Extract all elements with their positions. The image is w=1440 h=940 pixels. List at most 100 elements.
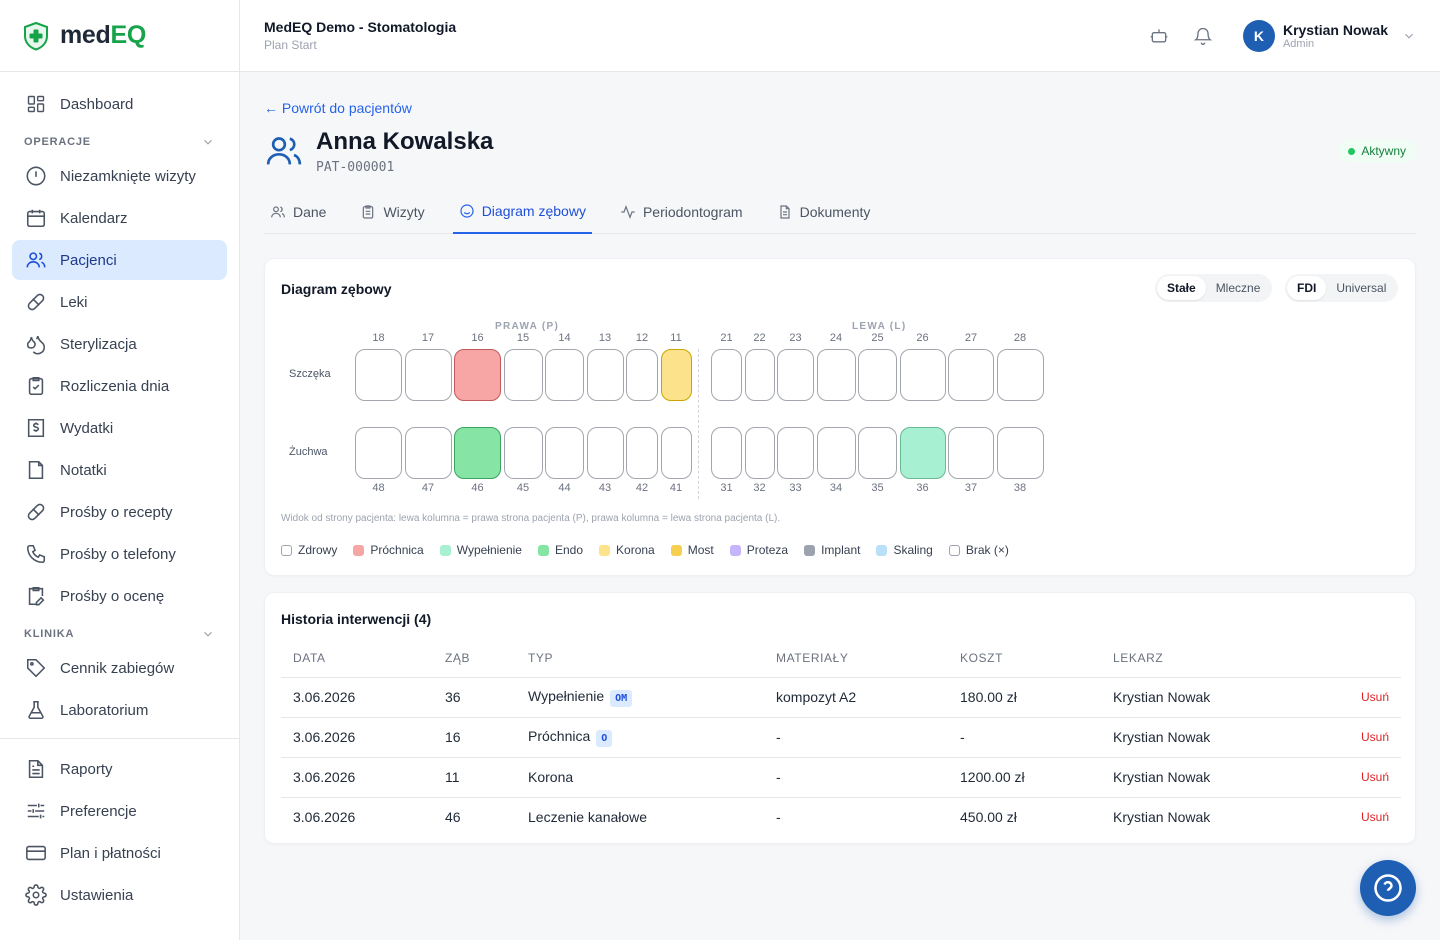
tab-wizyty[interactable]: Wizyty — [354, 190, 430, 234]
tooth-41[interactable] — [660, 427, 692, 479]
bell-icon[interactable] — [1185, 18, 1221, 54]
sidebar-item-label: Plan i płatności — [60, 844, 161, 862]
tooth-17[interactable] — [404, 349, 452, 401]
section-label: KLINIKA — [24, 628, 75, 640]
sidebar-item-price-list[interactable]: Cennik zabiegów — [12, 648, 227, 688]
section-operacje[interactable]: OPERACJE — [12, 128, 227, 156]
tooth-36[interactable] — [899, 427, 946, 479]
users-icon — [24, 248, 48, 272]
tooth-21[interactable] — [711, 349, 742, 401]
tooth-number: 31 — [720, 482, 733, 494]
logo[interactable]: medEQ — [0, 0, 239, 72]
tooth-number: 47 — [421, 482, 435, 494]
sidebar-item-medications[interactable]: Leki — [12, 282, 227, 322]
tooth-24[interactable] — [816, 349, 856, 401]
tooth-28[interactable] — [996, 349, 1044, 401]
tooth-number: 44 — [558, 482, 571, 494]
tooth-25[interactable] — [858, 349, 897, 401]
tooth-46[interactable] — [454, 427, 501, 479]
delete-button[interactable]: Usuń — [1301, 677, 1401, 718]
tooth-16[interactable] — [454, 349, 501, 401]
sidebar-item-expenses[interactable]: Wydatki — [12, 408, 227, 448]
sidebar-item-label: Laboratorium — [60, 701, 149, 719]
sidebar-item-billing[interactable]: Plan i płatności — [12, 833, 227, 873]
smile-icon — [459, 203, 475, 219]
back-to-patients-link[interactable]: ← Powrót do pacjentów — [264, 100, 412, 116]
tooth-37[interactable] — [948, 427, 994, 479]
sidebar-item-laboratory[interactable]: Laboratorium — [12, 690, 227, 730]
tooth-13[interactable] — [586, 349, 624, 401]
tooth-11[interactable] — [660, 349, 692, 401]
tooth-45[interactable] — [503, 427, 543, 479]
legend-swatch — [599, 544, 611, 556]
type-label: Leczenie kanałowe — [528, 809, 648, 826]
user-menu[interactable]: K Krystian Nowak Admin — [1242, 19, 1416, 52]
sidebar-item-label: Sterylizacja — [60, 335, 137, 353]
tooth-14[interactable] — [545, 349, 584, 401]
dentition-permanent-button[interactable]: Stałe — [1157, 276, 1206, 300]
sidebar-item-patients[interactable]: Pacjenci — [12, 240, 227, 280]
cell-tooth: 11 — [433, 757, 516, 798]
tooth-number: 12 — [635, 332, 649, 344]
tab-label: Wizyty — [383, 204, 425, 220]
cell-date: 3.06.2026 — [281, 757, 433, 798]
tooth-15[interactable] — [503, 349, 543, 401]
status-dot — [1348, 147, 1356, 155]
tooth-number: 38 — [1013, 482, 1027, 494]
clipboard-edit-icon — [24, 584, 48, 608]
tooth-43[interactable] — [586, 427, 624, 479]
dentition-primary-button[interactable]: Mleczne — [1215, 281, 1261, 295]
tab-dokumenty[interactable]: Dokumenty — [771, 190, 877, 234]
sidebar-item-notes[interactable]: Notatki — [12, 450, 227, 490]
tab-periodontogram[interactable]: Periodontogram — [614, 190, 749, 234]
sidebar-item-sterilization[interactable]: Sterylizacja — [12, 324, 227, 364]
delete-button[interactable]: Usuń — [1301, 717, 1401, 758]
robot-icon[interactable] — [1141, 18, 1177, 54]
tooth-47[interactable] — [404, 427, 452, 479]
tooth-32[interactable] — [744, 427, 775, 479]
sidebar-item-reports[interactable]: Raporty — [12, 749, 227, 789]
notation-fdi-button[interactable]: FDI — [1287, 276, 1327, 300]
tooth-number: 18 — [372, 332, 385, 344]
sidebar-item-settings[interactable]: Ustawienia — [12, 875, 227, 915]
tooth-48[interactable] — [355, 427, 402, 479]
sidebar-item-dashboard[interactable]: Dashboard — [12, 84, 227, 124]
delete-button[interactable]: Usuń — [1360, 810, 1389, 825]
legend-item: Proteza — [729, 543, 788, 557]
tooth-33[interactable] — [777, 427, 814, 479]
main-content: ← Powrót do pacjentów Anna Kowalska PAT-… — [264, 72, 1416, 844]
notation-universal-button[interactable]: Universal — [1336, 281, 1387, 295]
tooth-number: 24 — [829, 332, 843, 344]
delete-button[interactable]: Usuń — [1301, 757, 1401, 798]
sidebar-item-review-requests[interactable]: Prośby o ocenę — [12, 576, 227, 616]
tooth-44[interactable] — [545, 427, 584, 479]
tooth-42[interactable] — [626, 427, 658, 479]
tooth-23[interactable] — [777, 349, 814, 401]
sidebar-item-daily-settlements[interactable]: Rozliczenia dnia — [12, 366, 227, 406]
sidebar-item-calendar[interactable]: Kalendarz — [12, 198, 227, 238]
sidebar-item-preferences[interactable]: Preferencje — [12, 791, 227, 831]
sidebar-item-phone-requests[interactable]: Prośby o telefony — [12, 534, 227, 574]
tooth-22[interactable] — [744, 349, 775, 401]
tooth-34[interactable] — [816, 427, 856, 479]
sidebar-item-label: Prośby o ocenę — [60, 587, 165, 605]
tooth-35[interactable] — [858, 427, 897, 479]
sidebar-item-prescription-requests[interactable]: Prośby o recepty — [12, 492, 227, 532]
cell-doctor: Krystian Nowak — [1101, 757, 1301, 798]
sidebar-item-open-visits[interactable]: Niezamknięte wizyty — [12, 156, 227, 196]
tooth-26[interactable] — [899, 349, 946, 401]
tooth-12[interactable] — [626, 349, 658, 401]
tooth-number: 27 — [964, 332, 978, 344]
legend-item: Endo — [537, 543, 583, 557]
tab-diagram[interactable]: Diagram zębowy — [452, 190, 592, 234]
tooth-27[interactable] — [948, 349, 994, 401]
tooth-18[interactable] — [355, 349, 402, 401]
tab-dane[interactable]: Dane — [264, 190, 332, 234]
tooth-38[interactable] — [996, 427, 1044, 479]
help-button[interactable] — [1360, 860, 1416, 916]
cell-doctor: Krystian Nowak — [1101, 717, 1301, 758]
sidebar-item-label: Niezamknięte wizyty — [60, 167, 196, 185]
tooth-31[interactable] — [711, 427, 742, 479]
legend-swatch — [948, 544, 960, 556]
section-klinika[interactable]: KLINIKA — [12, 620, 227, 648]
